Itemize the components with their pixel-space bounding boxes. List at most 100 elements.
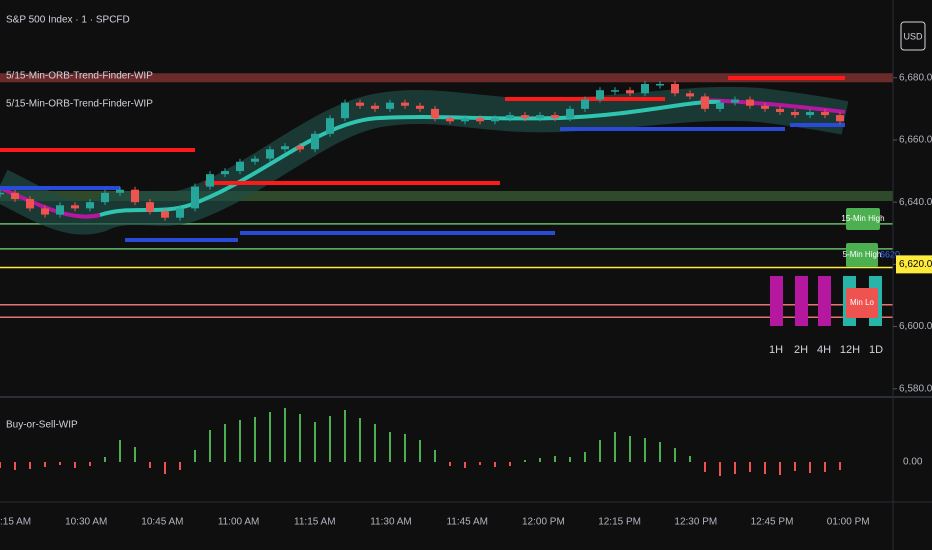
y-tick-label: 6,580.00 <box>899 383 932 394</box>
candle <box>551 115 559 119</box>
osc-bar <box>659 442 661 462</box>
osc-bar <box>89 462 91 466</box>
candle <box>71 205 79 209</box>
x-tick-label: 11:30 AM <box>370 517 412 528</box>
oscillator <box>0 408 841 476</box>
candle <box>401 102 409 106</box>
osc-bar <box>254 417 256 462</box>
candle <box>41 208 49 215</box>
candle <box>731 99 739 103</box>
osc-bar <box>644 438 646 462</box>
osc-bar <box>314 422 316 462</box>
osc-bar <box>689 456 691 462</box>
candle <box>236 161 244 172</box>
osc-bar <box>134 447 136 462</box>
candle <box>446 118 454 122</box>
y-tick-label: 6,640.00 <box>899 197 932 208</box>
tag: 5-Min High <box>843 250 882 259</box>
tag-box <box>846 208 880 230</box>
osc-bar <box>434 450 436 462</box>
candle <box>566 108 574 119</box>
tag: 15-Min High <box>841 214 884 223</box>
osc-bar <box>194 450 196 462</box>
candle <box>791 111 799 116</box>
candle <box>701 96 709 109</box>
candle <box>251 158 259 162</box>
indicator-title: 5/15-Min-ORB-Trend-Finder-WIP <box>6 71 153 82</box>
osc-bar <box>764 462 766 474</box>
osc-bar <box>224 424 226 462</box>
candle <box>536 115 544 119</box>
candle <box>821 111 829 116</box>
candle <box>836 115 844 122</box>
osc-bar <box>29 462 31 469</box>
x-tick-label: 12:30 PM <box>674 517 717 528</box>
candle <box>761 105 769 109</box>
candle <box>161 211 169 218</box>
tf-bar <box>818 276 831 326</box>
candle <box>521 115 529 119</box>
osc-bar <box>749 462 751 472</box>
candle <box>431 108 439 119</box>
candle <box>686 93 694 97</box>
oscillator-title: Buy-or-Sell-WIP <box>6 420 78 431</box>
osc-bar <box>239 420 241 462</box>
osc-bar <box>704 462 706 472</box>
osc-bar <box>14 462 16 470</box>
currency[interactable]: USD <box>903 31 923 41</box>
candle <box>716 102 724 109</box>
oscillator-zero: 0.00 <box>903 457 923 468</box>
tag-box <box>846 288 878 318</box>
osc-bar <box>269 412 271 462</box>
tf-bar <box>795 276 808 326</box>
x-tick-label: 10:30 AM <box>65 517 107 528</box>
osc-bar <box>104 457 106 462</box>
osc-bar <box>554 456 556 462</box>
candle <box>371 105 379 109</box>
osc-bar <box>179 462 181 470</box>
candle <box>386 102 394 109</box>
candle <box>206 174 214 187</box>
osc-bar <box>74 462 76 468</box>
tag: 6620 <box>880 249 900 259</box>
candles <box>0 80 844 221</box>
tf-label: 2H <box>794 344 808 356</box>
osc-bar <box>44 462 46 467</box>
price-highlight <box>896 255 932 274</box>
osc-bar <box>494 462 496 467</box>
osc-bar <box>614 432 616 462</box>
osc-bar <box>824 462 826 472</box>
candle <box>221 171 229 175</box>
candle <box>581 99 589 109</box>
osc-bar <box>584 452 586 462</box>
x-tick-label: 10:45 AM <box>141 517 183 528</box>
osc-bar <box>209 430 211 462</box>
osc-bar <box>599 440 601 462</box>
osc-bar <box>479 462 481 465</box>
osc-bar <box>299 414 301 462</box>
osc-bar <box>329 416 331 462</box>
osc-bar <box>119 440 121 462</box>
candle <box>626 90 634 94</box>
x-tick-label: 01:00 PM <box>827 517 870 528</box>
tf-label: 1D <box>869 344 883 356</box>
osc-bar <box>629 436 631 462</box>
osc-bar <box>794 462 796 471</box>
candle <box>416 105 424 109</box>
x-tick-label: 12:15 PM <box>598 517 641 528</box>
candle <box>356 102 364 106</box>
osc-bar <box>839 462 841 470</box>
osc-bar <box>569 457 571 462</box>
currency-button[interactable] <box>900 21 926 51</box>
x-tick-label: 11:00 AM <box>218 517 260 528</box>
osc-bar <box>809 462 811 473</box>
candle <box>611 90 619 92</box>
candle <box>491 118 499 122</box>
x-tick-label: 10:15 AM <box>0 517 31 528</box>
candle <box>776 108 784 112</box>
x-tick-label: 11:15 AM <box>294 517 336 528</box>
candle <box>476 118 484 122</box>
symbol-title: S&P 500 Index · 1 · SPCFD <box>6 15 130 26</box>
